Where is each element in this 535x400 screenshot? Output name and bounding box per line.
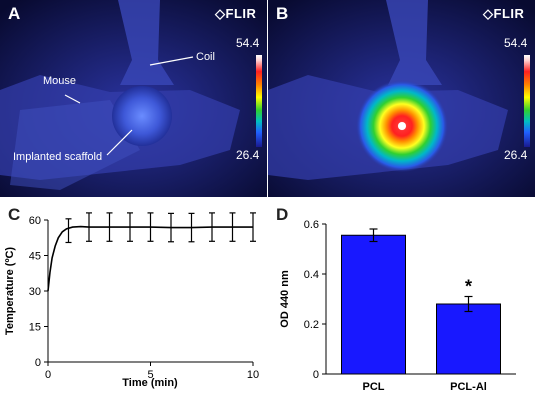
thermal-image-b: B ◇FLIR 54.4 26.4 [268, 0, 535, 197]
scale-min-b: 26.4 [504, 148, 528, 162]
label-mouse: Mouse [43, 75, 77, 87]
error-bar-d [464, 295, 473, 313]
panel-letter-c: C [8, 205, 20, 224]
color-scale-bar [256, 55, 262, 147]
y-tick-label: 45 [29, 251, 41, 263]
y-tick-label-d: 0.4 [304, 269, 319, 281]
category-label: PCL [363, 381, 385, 393]
x-tick-label: 10 [247, 369, 259, 381]
od-bar-chart: D 0 0.2 0.4 0.6 PCL PCL-Al * OD 440 nm [276, 205, 516, 393]
x-axis-label: Time (min) [122, 377, 178, 389]
scale-min: 26.4 [236, 148, 260, 162]
y-tick-label: 15 [29, 322, 41, 334]
thermal-scene-a [0, 0, 267, 197]
thermal-image-a: A ◇FLIR 54.4 26.4 Coil Mouse Implanted s… [0, 0, 267, 197]
flir-logo: ◇FLIR [215, 6, 256, 22]
y-tick-label-d: 0.2 [304, 319, 319, 331]
y-axis-label-d: OD 440 nm [279, 270, 291, 328]
bar-pcl-al [436, 303, 501, 375]
category-label: PCL-Al [450, 381, 487, 393]
y-axis-label: Temperature (ºC) [4, 247, 16, 335]
flir-brand-text: FLIR [493, 6, 525, 21]
label-implanted-scaffold: Implanted scaffold [13, 151, 103, 163]
color-scale-bar-b [524, 55, 530, 147]
coil-pointer [149, 56, 194, 66]
panel-letter-b: B [276, 4, 289, 23]
flir-logo-b: ◇FLIR [483, 6, 524, 22]
y-tick-label: 60 [29, 215, 41, 227]
scale-max: 54.4 [236, 36, 260, 50]
y-tick-label-d: 0.6 [304, 219, 319, 231]
y-tick-label: 0 [35, 357, 41, 369]
y-tick-label-d: 0 [313, 369, 319, 381]
error-bar [65, 218, 72, 244]
annotation-lines [64, 56, 194, 156]
significance-marker: * [465, 277, 472, 297]
flir-icon: ◇ [215, 6, 226, 21]
y-tick-label: 30 [29, 286, 41, 298]
thermal-scene-b [268, 0, 535, 197]
x-tick-label: 0 [45, 369, 51, 381]
flir-brand-text: FLIR [225, 6, 257, 21]
mouse-pointer [64, 94, 81, 104]
x-tick-label: 5 [147, 369, 153, 381]
bar-pcl [341, 234, 406, 375]
panel-letter-d: D [276, 205, 288, 224]
temperature-chart: C 0 15 30 45 60 0 5 10 Time (min) Temperature (… [4, 205, 259, 389]
flir-icon: ◇ [483, 6, 494, 21]
scale-max-b: 54.4 [504, 36, 528, 50]
label-coil: Coil [196, 51, 215, 63]
temperature-curve [47, 225, 253, 292]
error-bar-d [369, 228, 378, 243]
panel-letter-a: A [8, 4, 21, 23]
scaffold-pointer [106, 129, 133, 156]
